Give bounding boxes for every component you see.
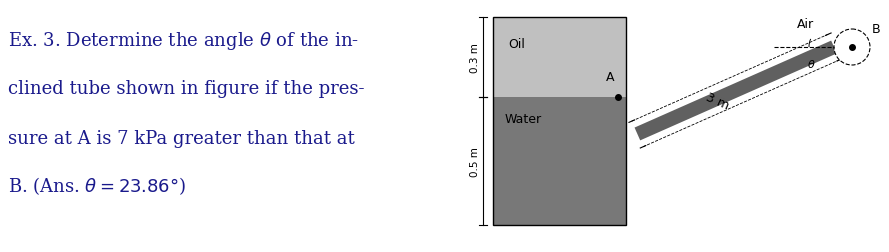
- Polygon shape: [635, 41, 837, 141]
- Text: sure at A is 7 kPa greater than that at: sure at A is 7 kPa greater than that at: [8, 130, 355, 147]
- Text: B. (Ans. $\theta = 23.86°$): B. (Ans. $\theta = 23.86°$): [8, 174, 186, 196]
- Text: 3 m: 3 m: [704, 90, 732, 112]
- Text: $\theta$: $\theta$: [807, 58, 815, 70]
- Text: Air: Air: [797, 18, 814, 31]
- Text: 0.3 m: 0.3 m: [470, 43, 480, 73]
- Text: 0.5 m: 0.5 m: [470, 146, 480, 176]
- Bar: [493, 18, 626, 225]
- Bar: [493, 98, 626, 225]
- Text: Water: Water: [505, 113, 542, 125]
- Bar: [493, 18, 626, 98]
- Text: A: A: [606, 71, 614, 84]
- Text: Ex. 3. Determine the angle $\theta$ of the in-: Ex. 3. Determine the angle $\theta$ of t…: [8, 30, 359, 52]
- Circle shape: [834, 30, 870, 66]
- Text: Oil: Oil: [508, 38, 525, 51]
- Text: B: B: [872, 23, 881, 36]
- Text: clined tube shown in figure if the pres-: clined tube shown in figure if the pres-: [8, 80, 364, 98]
